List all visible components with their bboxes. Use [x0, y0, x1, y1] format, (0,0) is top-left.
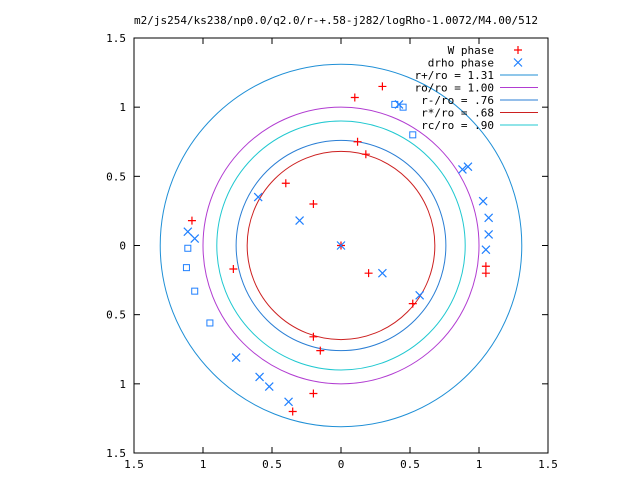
point-s0-11 [187, 216, 196, 225]
point-s2-4 [182, 264, 190, 272]
point-s1-0 [253, 192, 263, 202]
legend-label-series-0: W phase [448, 44, 494, 57]
y-tick-label-0: 1.5 [106, 32, 126, 45]
point-s0-8 [316, 346, 325, 355]
legend-label-circle-0: r+/ro = 1.31 [415, 69, 494, 82]
point-s2-3 [184, 244, 192, 252]
point-s0-15 [378, 82, 387, 91]
chart-title: m2/js254/ks238/np0.0/q2.0/r-+.58-j282/lo… [134, 14, 538, 27]
point-s2-6 [206, 319, 214, 327]
point-s1-9 [484, 230, 494, 239]
x-tick-label-2: 0.5 [262, 458, 282, 471]
point-s1-17 [183, 227, 193, 237]
y-tick-label-3: 0 [119, 240, 126, 253]
point-s0-4 [408, 299, 417, 308]
legend-label-circle-4: rc/ro = .90 [421, 119, 494, 132]
legend-label-circle-3: r*/ro = .68 [421, 107, 494, 120]
circle-group [159, 63, 523, 428]
point-s2-0 [391, 100, 399, 108]
point-s2-1 [399, 103, 407, 111]
point-s1-16 [190, 234, 200, 244]
point-s1-11 [231, 353, 241, 362]
y-tick-label-1: 1 [119, 101, 126, 114]
point-s1-8 [484, 213, 494, 223]
y-tick-label-4: 0.5 [106, 309, 126, 322]
point-s1-6 [458, 164, 467, 174]
x-tick-label-4: 0.5 [400, 458, 420, 471]
point-s1-12 [255, 372, 265, 382]
point-group [182, 82, 494, 416]
point-s0-5 [353, 137, 362, 146]
legend-label-series-1: drho phase [428, 57, 494, 70]
legend-marker-1 [513, 58, 523, 67]
circle-0 [159, 63, 523, 428]
x-tick-label-5: 1 [476, 458, 483, 471]
point-s0-3 [364, 269, 373, 278]
point-s0-7 [309, 332, 318, 341]
x-tick-label-1: 1 [200, 458, 207, 471]
y-tick-label-2: 0.5 [106, 170, 126, 183]
point-s1-14 [284, 397, 293, 407]
point-s0-1 [309, 200, 318, 208]
point-s2-5 [191, 287, 199, 295]
point-s0-16 [350, 93, 359, 102]
circle-4 [216, 120, 466, 371]
point-s0-13 [309, 389, 318, 398]
point-s1-5 [463, 162, 473, 172]
point-s0-0 [281, 179, 290, 188]
point-s1-3 [377, 268, 387, 278]
y-tick-label-6: 1.5 [106, 447, 126, 460]
legend-marker-0 [514, 46, 522, 54]
x-tick-label-6: 1.5 [538, 458, 558, 471]
point-s0-10 [481, 269, 490, 278]
point-s0-12 [229, 265, 238, 274]
point-s1-4 [415, 290, 425, 300]
x-tick-label-0: 1.5 [124, 458, 144, 471]
point-s1-13 [264, 382, 274, 392]
axes-group: 1.5 1 0.5 0 0.5 1 1.51.510.500.511.5 [106, 32, 558, 471]
point-s2-2 [409, 131, 417, 139]
point-s1-1 [295, 216, 305, 226]
x-tick-label-3: 0 [338, 458, 345, 471]
circle-3 [246, 150, 436, 341]
point-s1-7 [478, 196, 488, 206]
point-s0-6 [361, 150, 370, 159]
circle-2 [235, 139, 447, 352]
point-s0-14 [288, 407, 297, 416]
legend-label-circle-2: r-/ro = .76 [421, 94, 494, 107]
circle-1 [202, 106, 480, 385]
point-s0-9 [481, 262, 490, 271]
y-tick-label-5: 1 [119, 378, 126, 391]
legend-label-circle-1: ro/ro = 1.00 [415, 82, 494, 95]
point-s1-2 [336, 241, 346, 250]
point-s1-10 [481, 245, 491, 255]
